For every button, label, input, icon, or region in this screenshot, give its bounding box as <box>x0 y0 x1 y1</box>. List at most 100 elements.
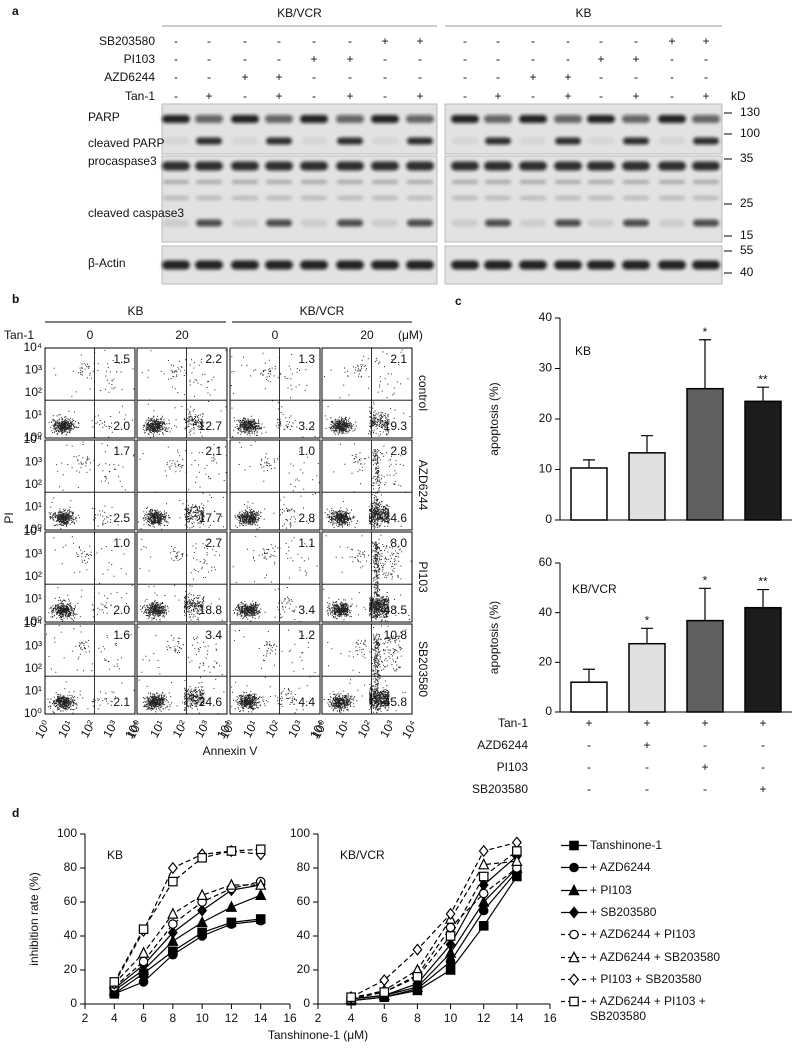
legend-label: + AZD6244 + SB203580 <box>590 949 721 964</box>
blot-band <box>623 196 649 200</box>
flow-events <box>48 536 133 622</box>
x-tick-label: 8 <box>170 1011 177 1025</box>
treatment-sign: + <box>275 70 282 84</box>
x-tick-label: 10 <box>195 1011 209 1025</box>
blot-band <box>336 161 364 171</box>
legend-label: + PI103 + SB203580 <box>590 971 702 986</box>
blot-band <box>659 137 685 145</box>
legend-label: + AZD6244 + PI103 + SB203580 <box>590 994 706 1024</box>
y-tick-label: 20 <box>297 962 311 976</box>
bar <box>628 642 666 713</box>
treatment-sign: + <box>702 34 709 48</box>
x-tick-label: 10 <box>444 1011 458 1025</box>
point <box>478 844 489 858</box>
blot-band <box>587 260 615 270</box>
quadrant-value: 19.3 <box>384 419 408 433</box>
series-line <box>351 867 518 1000</box>
legend-label: + AZD6244 + PI103 <box>590 927 696 942</box>
x-tick-label: 10² <box>170 718 191 740</box>
point <box>512 846 522 856</box>
blot-band <box>452 137 478 145</box>
treatment-sign: - <box>703 782 707 796</box>
blot-band <box>300 161 328 171</box>
treatment-sign: - <box>599 70 603 84</box>
blot-band <box>588 180 614 184</box>
y-tick-label: 0 <box>545 704 552 718</box>
quadrant-value: 18.8 <box>199 603 223 617</box>
point <box>444 946 457 958</box>
y-tick-label: 60 <box>64 894 78 908</box>
point <box>568 950 580 962</box>
quadrant-value: 17.7 <box>199 511 223 525</box>
error-bar <box>641 435 653 453</box>
x-tick-label: 2 <box>82 1011 89 1025</box>
blot-strip <box>444 103 723 155</box>
series-line <box>351 876 518 1002</box>
x-tick-label: 10¹ <box>332 718 353 740</box>
quadrant-value: 3.4 <box>205 628 222 642</box>
point <box>197 904 208 917</box>
point <box>138 977 149 987</box>
unit-label: kD <box>731 89 746 103</box>
treatment-sign: - <box>587 760 591 774</box>
blot-band <box>372 137 398 145</box>
legend-swatch <box>561 840 587 851</box>
legend-item: + AZD6244 <box>560 860 740 875</box>
error-bar <box>699 587 711 621</box>
treatment-sign: + <box>668 34 675 48</box>
treatment-sign: - <box>704 52 708 66</box>
point <box>196 915 208 928</box>
treatment-sign: + <box>381 34 388 48</box>
blot-band <box>265 260 293 270</box>
y-tick-label: 10³ <box>25 455 42 469</box>
flow-events <box>323 534 412 622</box>
point <box>569 906 579 919</box>
blot-band <box>265 115 293 123</box>
treatment-sign: - <box>496 70 500 84</box>
treatment-sign: + <box>494 89 501 103</box>
blot-band <box>659 219 685 227</box>
group-label: KB <box>127 304 143 318</box>
flow-plot <box>229 531 321 623</box>
quadrant-value: 2.8 <box>390 444 407 458</box>
blot-band <box>588 219 614 227</box>
axis-label: Annexin V <box>203 744 258 758</box>
blot-band <box>195 115 223 123</box>
treatment-sign: - <box>645 760 649 774</box>
treatment-sign: + <box>632 89 639 103</box>
treatment-sign: + <box>585 716 592 730</box>
point <box>569 929 579 940</box>
x-tick-label: 4 <box>111 1011 118 1025</box>
quadrant-value: 1.0 <box>298 444 315 458</box>
treatment-sign: + <box>205 89 212 103</box>
blot-band <box>693 196 719 200</box>
y-tick-label: 10³ <box>25 639 42 653</box>
series-line <box>113 848 261 983</box>
blot-band <box>451 115 479 123</box>
treatment-sign: - <box>383 70 387 84</box>
quadrant-value: 12.7 <box>199 419 223 433</box>
y-tick-label: 0 <box>70 996 77 1010</box>
blot-band <box>407 137 433 145</box>
bar <box>570 681 608 713</box>
treatment-sign: - <box>566 52 570 66</box>
flow-events <box>230 352 316 438</box>
treatment-sign: + <box>529 70 536 84</box>
point <box>445 956 456 967</box>
point <box>478 920 489 931</box>
treatment-sign: - <box>174 89 178 103</box>
blot-band <box>622 161 650 171</box>
blot-band <box>337 196 363 200</box>
legend-label: + SB203580 <box>590 904 657 919</box>
error-bar <box>583 668 595 683</box>
blot-band <box>623 137 649 145</box>
blot-band <box>231 161 259 171</box>
protein-label: cleaved caspase3 <box>88 206 184 220</box>
treatment-sign: - <box>463 89 467 103</box>
legend-item: + SB203580 <box>560 905 740 920</box>
y-tick-label: 100 <box>290 826 310 840</box>
treatment-sign: - <box>496 34 500 48</box>
significance-mark: ** <box>758 575 768 589</box>
treatment-sign: - <box>566 34 570 48</box>
